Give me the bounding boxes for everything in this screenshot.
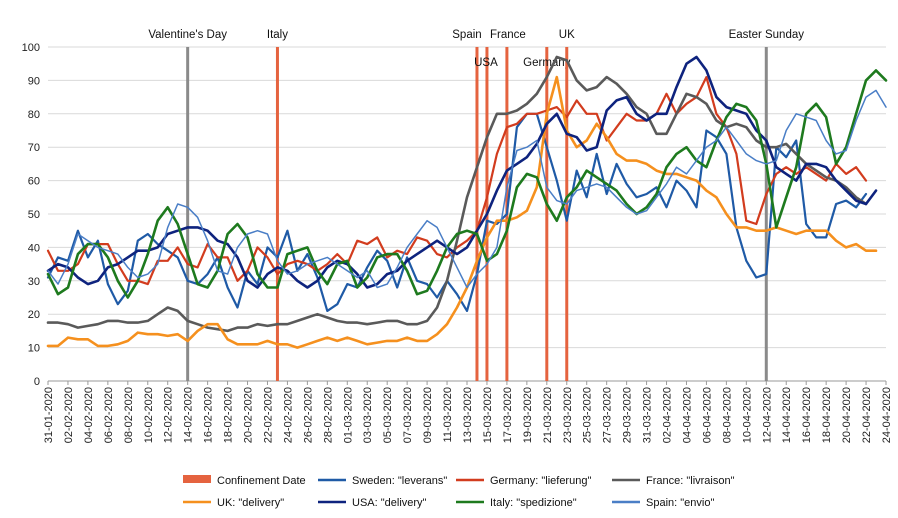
y-tick-label: 70 bbox=[28, 142, 40, 154]
x-tick-label: 05-03-2020 bbox=[382, 387, 394, 443]
legend-label: France: "livraison" bbox=[646, 475, 735, 487]
series-line bbox=[46, 75, 868, 286]
x-tick-label: 04-02-2020 bbox=[83, 387, 95, 443]
x-tick-label: 18-02-2020 bbox=[223, 387, 235, 443]
x-tick-label: 22-02-2020 bbox=[262, 387, 274, 443]
series-line bbox=[47, 89, 887, 289]
series-line bbox=[46, 112, 868, 312]
x-tick-label: 02-04-2020 bbox=[662, 387, 674, 443]
x-tick-label: 20-04-2020 bbox=[841, 387, 853, 443]
x-tick-label: 13-03-2020 bbox=[462, 387, 474, 443]
event-label: Valentine's Day bbox=[148, 29, 227, 41]
x-tick-label: 10-02-2020 bbox=[143, 387, 155, 443]
x-tick-label: 12-02-2020 bbox=[163, 387, 175, 443]
y-tick-label: 30 bbox=[28, 276, 40, 288]
y-axis: 0 10 20 30 40 50 60 70 80 90 100 bbox=[22, 42, 40, 388]
series-lines bbox=[46, 55, 888, 349]
y-tick-label: 80 bbox=[28, 109, 40, 121]
x-tick-label: 31-01-2020 bbox=[43, 387, 55, 443]
series-line bbox=[46, 75, 878, 349]
x-tick-label: 16-02-2020 bbox=[203, 387, 215, 443]
x-tick-label: 14-02-2020 bbox=[183, 387, 195, 443]
y-tick-label: 100 bbox=[22, 42, 40, 54]
series-line bbox=[46, 69, 888, 299]
x-tick-label: 12-04-2020 bbox=[761, 387, 773, 443]
legend-label: Germany: "lieferung" bbox=[490, 475, 591, 487]
y-tick-label: 10 bbox=[28, 343, 40, 355]
x-tick-label: 19-03-2020 bbox=[522, 387, 534, 443]
x-tick-label: 11-03-2020 bbox=[442, 387, 454, 442]
series-line bbox=[46, 55, 878, 289]
series-line bbox=[46, 55, 868, 333]
x-tick-label: 04-04-2020 bbox=[681, 387, 693, 443]
x-axis: 31-01-2020 02-02-2020 04-02-2020 06-02-2020… bbox=[43, 381, 893, 443]
legend-label: Sweden: "leverans" bbox=[352, 475, 447, 487]
legend-swatch bbox=[183, 475, 211, 483]
event-label: Germany bbox=[523, 57, 571, 69]
x-tick-label: 15-03-2020 bbox=[482, 387, 494, 443]
event-label: France bbox=[490, 29, 526, 41]
event-label: Spain bbox=[452, 29, 481, 41]
y-tick-label: 20 bbox=[28, 309, 40, 321]
x-tick-label: 06-04-2020 bbox=[701, 387, 713, 443]
event-markers: Valentine's Day Italy Spain USA France German… bbox=[148, 29, 804, 381]
x-tick-label: 29-03-2020 bbox=[622, 387, 634, 443]
x-tick-label: 06-02-2020 bbox=[103, 387, 115, 443]
x-tick-label: 08-04-2020 bbox=[721, 387, 733, 443]
legend-label: Confinement Date bbox=[217, 475, 306, 487]
x-tick-label: 03-03-2020 bbox=[362, 387, 374, 443]
event-label: USA bbox=[474, 57, 498, 69]
x-tick-label: 18-04-2020 bbox=[821, 387, 833, 443]
legend-label: Italy: "spedizione" bbox=[490, 497, 577, 509]
x-tick-label: 20-02-2020 bbox=[243, 387, 255, 443]
x-tick-label: 08-02-2020 bbox=[123, 387, 135, 443]
event-label: Italy bbox=[267, 29, 288, 41]
x-tick-label: 21-03-2020 bbox=[542, 387, 554, 443]
y-tick-label: 90 bbox=[28, 75, 40, 87]
x-tick-label: 09-03-2020 bbox=[422, 387, 434, 443]
x-tick-label: 31-03-2020 bbox=[642, 387, 654, 443]
x-tick-label: 10-04-2020 bbox=[741, 387, 753, 443]
x-tick-label: 24-02-2020 bbox=[282, 387, 294, 443]
x-tick-label: 28-02-2020 bbox=[322, 387, 334, 443]
x-tick-label: 24-04-2020 bbox=[881, 387, 893, 443]
y-tick-label: 40 bbox=[28, 242, 40, 254]
legend-label: USA: "delivery" bbox=[352, 497, 427, 509]
legend-label: Spain: "envio" bbox=[646, 497, 714, 509]
legend-label: UK: "delivery" bbox=[217, 497, 284, 509]
x-tick-label: 27-03-2020 bbox=[602, 387, 614, 443]
event-label: UK bbox=[559, 29, 575, 41]
x-tick-label: 25-03-2020 bbox=[582, 387, 594, 443]
x-tick-label: 26-02-2020 bbox=[302, 387, 314, 443]
x-tick-label: 17-03-2020 bbox=[502, 387, 514, 443]
x-tick-label: 01-03-2020 bbox=[342, 387, 354, 443]
x-tick-label: 22-04-2020 bbox=[861, 387, 873, 443]
x-tick-label: 16-04-2020 bbox=[801, 387, 813, 443]
event-label: Easter Sunday bbox=[729, 29, 805, 41]
y-tick-label: 0 bbox=[34, 376, 40, 388]
y-tick-label: 50 bbox=[28, 209, 40, 221]
x-tick-label: 14-04-2020 bbox=[781, 387, 793, 443]
x-tick-label: 23-03-2020 bbox=[562, 387, 574, 443]
legend: Confinement Date Sweden: "leverans" German… bbox=[183, 475, 735, 509]
x-tick-label: 02-02-2020 bbox=[63, 387, 75, 443]
y-tick-label: 60 bbox=[28, 176, 40, 188]
x-tick-label: 07-03-2020 bbox=[402, 387, 414, 443]
